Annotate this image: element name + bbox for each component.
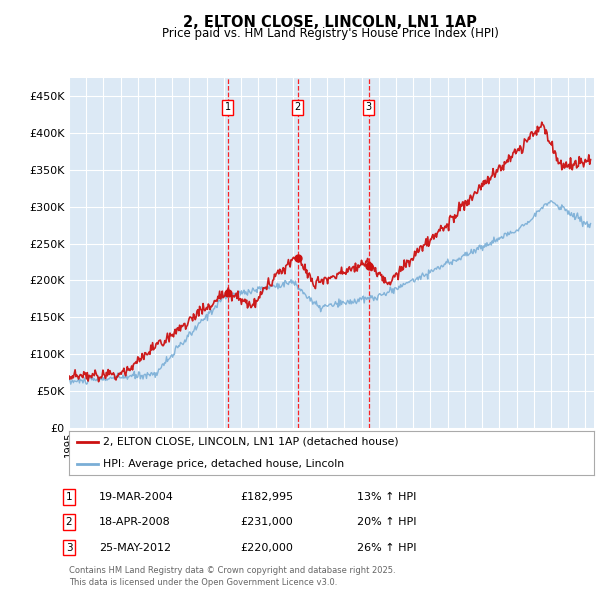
Text: 13% ↑ HPI: 13% ↑ HPI <box>357 492 416 502</box>
Text: 3: 3 <box>365 102 371 112</box>
Text: 1: 1 <box>224 102 231 112</box>
Text: 19-MAR-2004: 19-MAR-2004 <box>99 492 174 502</box>
Text: 2, ELTON CLOSE, LINCOLN, LN1 1AP: 2, ELTON CLOSE, LINCOLN, LN1 1AP <box>183 15 477 30</box>
Text: 18-APR-2008: 18-APR-2008 <box>99 517 171 527</box>
Text: 26% ↑ HPI: 26% ↑ HPI <box>357 543 416 552</box>
Text: 1: 1 <box>65 492 73 502</box>
Text: 2: 2 <box>65 517 73 527</box>
Text: £231,000: £231,000 <box>240 517 293 527</box>
Text: 20% ↑ HPI: 20% ↑ HPI <box>357 517 416 527</box>
Text: 2: 2 <box>295 102 301 112</box>
Text: £182,995: £182,995 <box>240 492 293 502</box>
Text: 2, ELTON CLOSE, LINCOLN, LN1 1AP (detached house): 2, ELTON CLOSE, LINCOLN, LN1 1AP (detach… <box>103 437 399 447</box>
Text: Price paid vs. HM Land Registry's House Price Index (HPI): Price paid vs. HM Land Registry's House … <box>161 27 499 40</box>
Text: 25-MAY-2012: 25-MAY-2012 <box>99 543 171 552</box>
Text: HPI: Average price, detached house, Lincoln: HPI: Average price, detached house, Linc… <box>103 459 344 469</box>
Text: Contains HM Land Registry data © Crown copyright and database right 2025.
This d: Contains HM Land Registry data © Crown c… <box>69 566 395 587</box>
Text: £220,000: £220,000 <box>240 543 293 552</box>
Text: 3: 3 <box>65 543 73 552</box>
